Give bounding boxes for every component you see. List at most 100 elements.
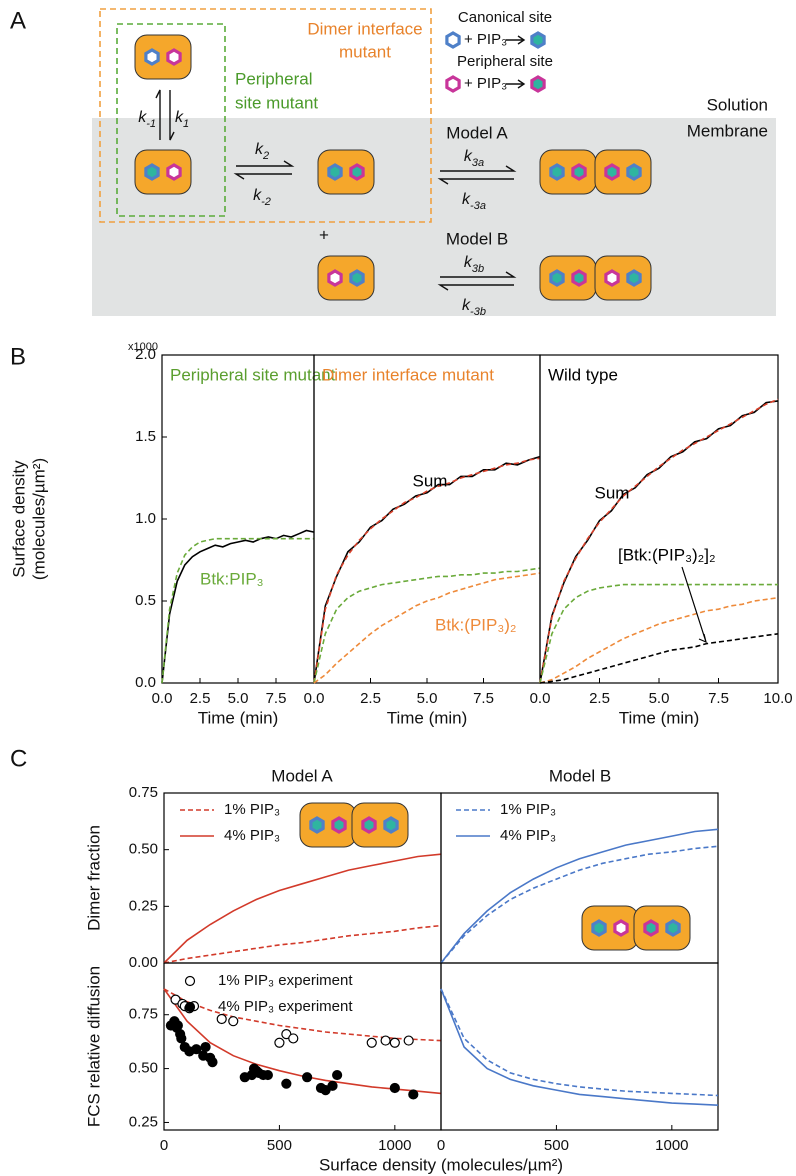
y-axis-label: FCS relative diffusion xyxy=(84,966,103,1127)
x-axis-label: Time (min) xyxy=(387,708,468,727)
chart-title: Dimer interface mutant xyxy=(322,365,494,384)
x-tick-label: 5.0 xyxy=(417,690,438,707)
y-tick-label: 0.75 xyxy=(129,1006,158,1023)
arrow xyxy=(437,178,514,185)
arrow xyxy=(169,90,175,141)
data-point xyxy=(332,1069,343,1081)
binding-site xyxy=(349,163,365,181)
binding-site xyxy=(309,816,325,834)
x-tick-label: 5.0 xyxy=(228,690,249,707)
solution-label: Solution xyxy=(707,95,768,114)
mutant-label: mutant xyxy=(339,42,391,61)
panel-label: C xyxy=(10,745,27,772)
protein xyxy=(633,905,691,951)
protein xyxy=(539,255,597,301)
binding-site xyxy=(591,919,607,937)
binding-site xyxy=(613,919,629,937)
y-tick-label: 0.25 xyxy=(129,1113,158,1130)
rate-constant: k-1 xyxy=(138,109,156,130)
data-point xyxy=(408,1089,419,1100)
y-tick-label: 0.75 xyxy=(129,784,158,801)
binding-site xyxy=(327,163,343,181)
x-tick-label: 2.5 xyxy=(589,690,610,707)
data-point xyxy=(281,1078,292,1089)
site-legend-label: Canonical site xyxy=(458,9,552,26)
rate-subscript: -1 xyxy=(146,118,156,130)
series-line xyxy=(313,457,541,684)
data-point xyxy=(274,1037,285,1048)
arrow xyxy=(437,284,514,291)
binding-site xyxy=(327,269,343,287)
site-legend-label: Peripheral site xyxy=(457,53,553,70)
arrow xyxy=(506,35,526,45)
y-tick-label: 0.25 xyxy=(129,897,158,914)
arrows xyxy=(155,35,526,291)
data-point xyxy=(380,1035,391,1046)
chart-title: Model A xyxy=(271,766,333,785)
x-tick-label: 2.5 xyxy=(360,690,381,707)
series-annotation: Btk:PIP₃ xyxy=(200,569,264,588)
series-line xyxy=(440,828,719,964)
y-tick-label: 0.50 xyxy=(129,841,158,858)
binding-site xyxy=(626,269,642,287)
plot-frame xyxy=(161,354,315,684)
series-annotation: Sum xyxy=(413,471,448,490)
legend-label: 4% PIP₃ xyxy=(500,827,556,844)
x-tick-label: 0 xyxy=(160,1137,168,1154)
y-axis-label: (molecules/µm²) xyxy=(29,458,48,580)
data-point xyxy=(172,1020,183,1031)
mutant-label: Dimer interface xyxy=(307,19,422,38)
data-point xyxy=(327,1080,338,1091)
panel-label: A xyxy=(10,7,26,34)
binding-site xyxy=(626,163,642,181)
rate-constant: k3b xyxy=(464,254,484,275)
data-point xyxy=(200,1041,211,1053)
rate-symbol: k xyxy=(462,191,471,208)
binding-site xyxy=(571,163,587,181)
site-legend-reaction: + PIP₃ xyxy=(464,31,507,48)
data-point xyxy=(262,1069,273,1081)
y-multiplier: x1000 xyxy=(128,341,158,353)
y-tick-label: 0.5 xyxy=(135,592,156,609)
arrow xyxy=(155,89,161,140)
binding-site xyxy=(166,163,182,181)
series-line xyxy=(163,988,442,1042)
series-annotation: Sum xyxy=(595,483,630,502)
plot-frame xyxy=(539,354,779,684)
chart-title: Peripheral site mutant xyxy=(170,365,336,384)
legend-label: 4% PIP₃ xyxy=(224,827,280,844)
mutant-label: site mutant xyxy=(235,93,318,112)
membrane-label: Membrane xyxy=(687,121,768,140)
rate-constant: k3a xyxy=(464,148,484,169)
arrow xyxy=(233,173,292,180)
rate-symbol: k xyxy=(464,148,473,165)
y-tick-label: 0.50 xyxy=(129,1060,158,1077)
y-tick-label: 0.0 xyxy=(135,674,156,691)
model-label: Model B xyxy=(446,229,508,248)
series-line xyxy=(539,400,779,684)
x-tick-label: 5.0 xyxy=(649,690,670,707)
panel-label: B xyxy=(10,343,26,370)
series-line xyxy=(161,529,315,684)
protein xyxy=(299,802,357,848)
chart-title: Model B xyxy=(549,766,611,785)
x-tick-label: 1000 xyxy=(655,1137,688,1154)
protein xyxy=(594,255,652,301)
rate-symbol: k xyxy=(255,141,264,158)
series-line xyxy=(163,853,442,964)
binding-site xyxy=(604,163,620,181)
rate-subscript: 3a xyxy=(472,157,484,169)
arrow xyxy=(506,79,526,89)
arrow xyxy=(236,160,295,167)
y-tick-label: 1.5 xyxy=(135,428,156,445)
x-axis-label: Surface density (molecules/µm²) xyxy=(319,1155,563,1174)
binding-site xyxy=(604,269,620,287)
y-axis-label: Surface density xyxy=(9,460,28,578)
series-annotation: [Btk:(PIP₃)₂]₂ xyxy=(618,545,716,564)
binding-site xyxy=(445,75,461,93)
series-line xyxy=(539,583,778,684)
series-annotation: Btk:(PIP₃)₂ xyxy=(435,615,517,634)
dimer-mutant-box xyxy=(99,8,432,223)
rate-subscript: -3a xyxy=(470,200,486,212)
